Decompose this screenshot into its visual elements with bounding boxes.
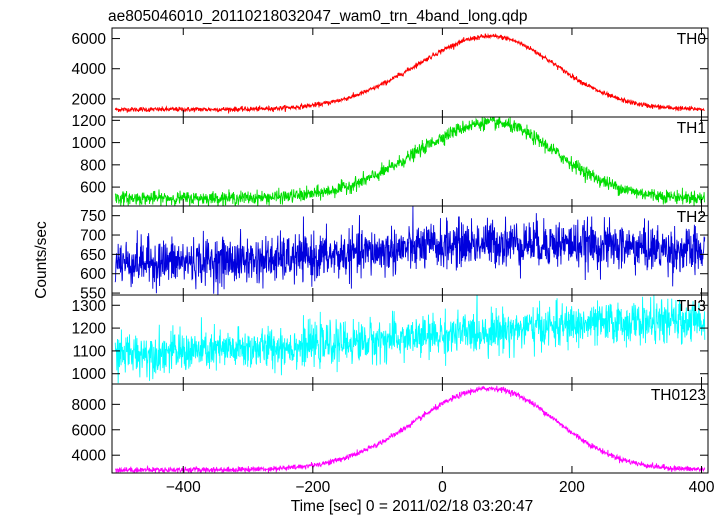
y-tick-label: 1200 [72,321,107,338]
y-tick-label: 1100 [73,343,107,360]
series-line-th2 [114,206,706,295]
y-tick-label: 800 [80,157,106,174]
panel-stack: 2000 4000 6000 TH0 600 800 1000 1200 TH1 550 600 65… [72,27,709,474]
x-tick-label: 200 [559,479,585,496]
x-tick-label: −200 [295,479,330,496]
y-tick-label: 6000 [72,31,107,48]
panel-th0: 2000 4000 6000 TH0 [72,27,709,118]
y-tick-label: 4000 [72,61,107,78]
panel-label: TH0 [677,31,707,48]
panel-label: TH0123 [651,387,706,404]
panel-label: TH3 [677,298,706,315]
panel-frame [111,27,709,118]
y-tick-label: 700 [80,228,106,245]
y-tick-label: 1000 [72,135,107,152]
y-tick-label: 2000 [72,91,107,108]
series-line-th1 [114,117,706,206]
y-tick-label: 1200 [72,113,107,130]
y-tick-label: 600 [80,266,106,283]
x-tick-label: −400 [166,479,201,496]
y-tick-label: 600 [80,180,106,197]
y-tick-label: 1300 [72,298,107,315]
y-tick-label: 8000 [72,397,107,414]
panel-th0123: 4000 6000 8000 TH0123 [72,383,709,474]
panel-th2: 550 600 650 700 750 TH2 [80,205,709,303]
panel-label: TH2 [677,209,706,226]
panel-label: TH1 [677,120,706,137]
panel-frame [111,383,709,474]
y-axis-label: Counts/sec [33,221,50,299]
series-line-th0123 [114,385,706,473]
y-tick-label: 6000 [72,422,107,439]
chart-title: ae805046010_20110218032047_wam0_trn_4ban… [108,8,527,25]
x-axis-label: Time [sec] 0 = 2011/02/18 03:20:47 [291,498,534,515]
y-tick-label: 550 [80,286,106,303]
x-tick-label: 0 [438,479,447,496]
series-line-th0 [114,32,705,114]
x-axis-ticks: −400 −200 0 200 400 [166,479,715,496]
y-tick-label: 1000 [72,366,107,383]
x-tick-label: 400 [689,479,715,496]
y-tick-label: 750 [80,208,106,225]
y-tick-label: 4000 [72,448,107,465]
series-line-th3 [114,295,706,384]
panel-th3: 1000 1100 1200 1300 TH3 [72,294,709,385]
y-tick-label: 650 [80,247,106,264]
panel-th1: 600 800 1000 1200 TH1 [72,113,709,207]
